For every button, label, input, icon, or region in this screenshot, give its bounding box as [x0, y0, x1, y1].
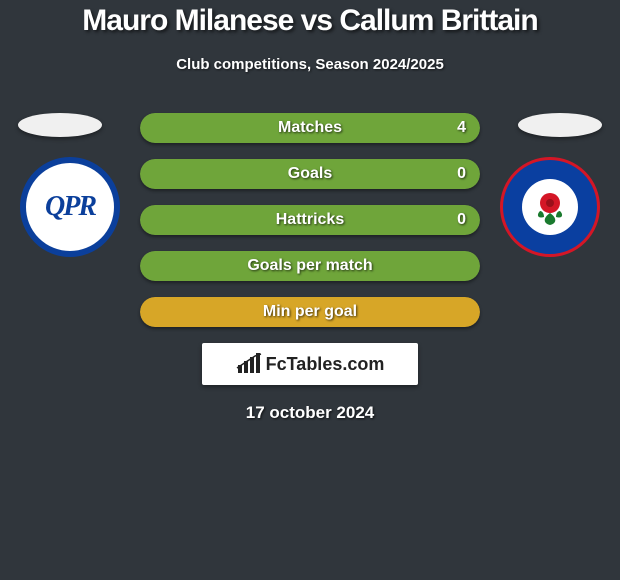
stat-label-wrap: Matches [140, 113, 480, 143]
stat-label-wrap: Min per goal [140, 297, 480, 327]
stat-row: Min per goal [140, 297, 480, 327]
stat-label: Hattricks [276, 211, 344, 229]
page-title: Mauro Milanese vs Callum Brittain [0, 0, 620, 38]
stat-row: Matches 4 [140, 113, 480, 143]
stat-row: Goals 0 [140, 159, 480, 189]
player-right-avatar [518, 113, 602, 137]
date-text: 17 october 2024 [246, 403, 375, 422]
subtitle: Club competitions, Season 2024/2025 [0, 56, 620, 73]
stats-area: QPR Matches 4 Goals 0 Hattricks 0 Goals per ma… [0, 113, 620, 327]
stat-label-wrap: Hattricks [140, 205, 480, 235]
stat-value-right: 0 [457, 205, 466, 235]
stat-label: Matches [278, 119, 342, 137]
stat-value-right: 0 [457, 159, 466, 189]
qpr-crest-text: QPR [45, 191, 95, 223]
brand-badge: FcTables.com [202, 343, 418, 385]
stat-bars: Matches 4 Goals 0 Hattricks 0 Goals per match M… [140, 113, 480, 327]
club-crest-qpr: QPR [20, 157, 120, 257]
date-line: 17 october 2024 [0, 403, 620, 423]
stat-row: Hattricks 0 [140, 205, 480, 235]
title-text: Mauro Milanese vs Callum Brittain [82, 4, 537, 37]
rose-icon [530, 187, 570, 227]
blackburn-crest-inner [522, 179, 578, 235]
player-left-avatar [18, 113, 102, 137]
stat-value-right: 4 [457, 113, 466, 143]
stat-row: Goals per match [140, 251, 480, 281]
brand-text: FcTables.com [266, 354, 385, 375]
stat-label: Goals [288, 165, 332, 183]
stat-label: Min per goal [263, 303, 357, 321]
subtitle-text: Club competitions, Season 2024/2025 [176, 56, 444, 73]
club-crest-blackburn [500, 157, 600, 257]
bar-chart-icon [236, 353, 262, 375]
stat-label-wrap: Goals per match [140, 251, 480, 281]
stat-label-wrap: Goals [140, 159, 480, 189]
stat-label: Goals per match [247, 257, 372, 275]
